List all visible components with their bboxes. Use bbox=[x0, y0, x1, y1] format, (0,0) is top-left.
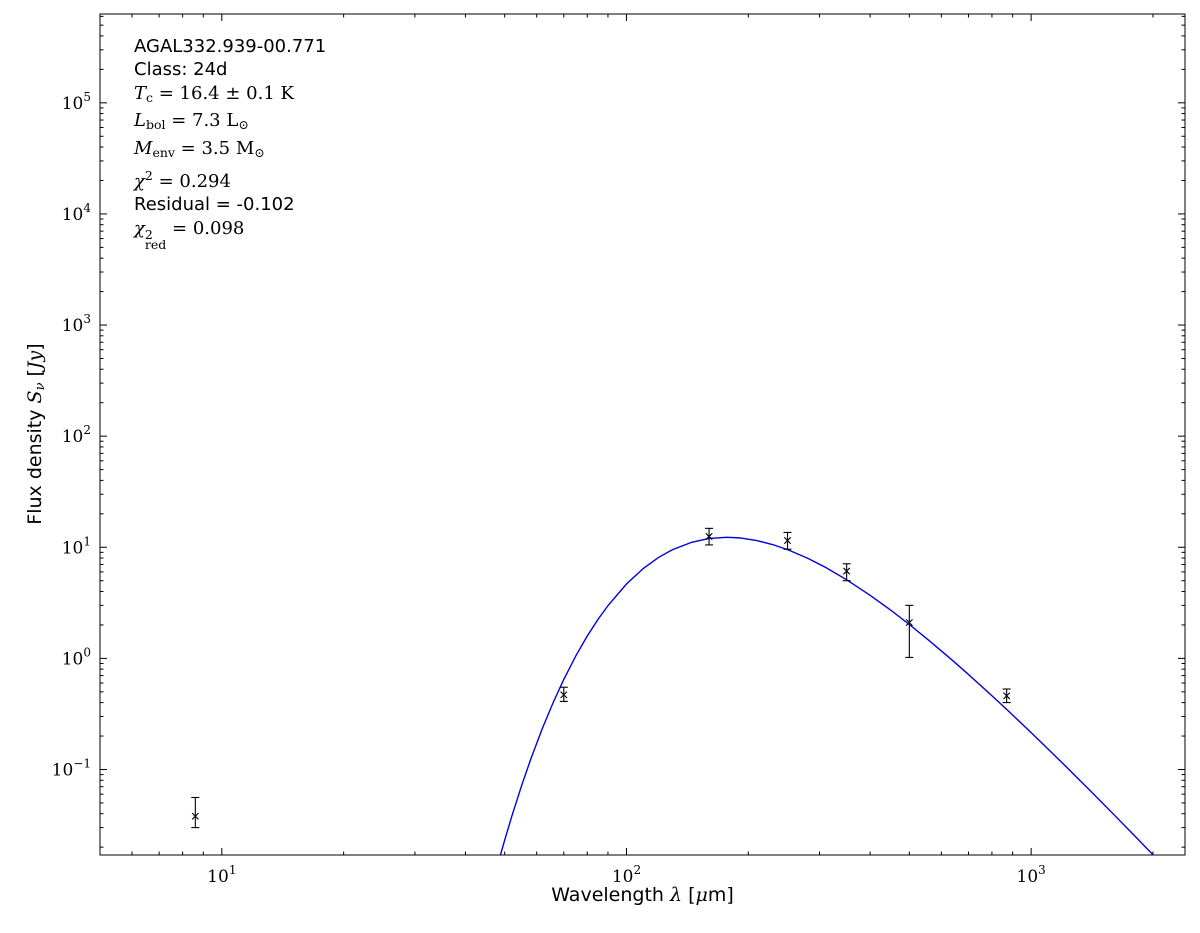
text-segment: Jy bbox=[24, 350, 46, 370]
annotation-line: Class: 24d bbox=[134, 58, 326, 81]
y-tick-label: 105 bbox=[62, 90, 91, 114]
text-segment: [ bbox=[682, 884, 696, 906]
text-segment: μ bbox=[695, 884, 708, 906]
annotation-line: χ2 = 0.294 bbox=[134, 164, 326, 193]
text-segment: [ bbox=[24, 369, 46, 383]
y-tick-label: 104 bbox=[62, 201, 92, 225]
data-marker-x bbox=[705, 532, 713, 541]
y-axis-label: Flux density Sν [Jy] bbox=[24, 343, 48, 524]
x-tick-label: 102 bbox=[612, 863, 641, 887]
text-segment: = 0.098 bbox=[166, 217, 245, 239]
text-segment: Class: 24d bbox=[134, 59, 228, 81]
text-segment: λ bbox=[669, 884, 683, 906]
y-tick-label: 102 bbox=[62, 423, 91, 447]
data-marker-x bbox=[843, 567, 851, 575]
text-segment: 2 bbox=[144, 168, 153, 184]
annotation-line: Lbol = 7.3 L⊙ bbox=[134, 109, 326, 136]
annotation-line: Menv = 3.5 M⊙ bbox=[134, 137, 326, 164]
annotation-line: Residual = -0.102 bbox=[134, 193, 326, 216]
text-segment: Residual = -0.102 bbox=[134, 194, 295, 216]
text-segment: ⊙ bbox=[254, 144, 265, 160]
text-segment: ν bbox=[33, 382, 48, 391]
annotation-line: Tc = 16.4 ± 0.1 K bbox=[134, 82, 326, 109]
text-segment: Wavelength bbox=[551, 884, 670, 906]
text-segment: L bbox=[134, 110, 146, 132]
text-segment: env bbox=[152, 144, 175, 160]
text-segment: ⊙ bbox=[238, 117, 249, 133]
fit-parameters-annotation: AGAL332.939-00.771 Class: 24d Tc = 16.4 ± … bbox=[134, 35, 326, 251]
text-segment: ] bbox=[24, 343, 46, 351]
y-tick-label: 10−1 bbox=[52, 756, 91, 780]
data-marker-x bbox=[783, 536, 792, 545]
text-segment: χ bbox=[134, 171, 145, 193]
data-marker-x bbox=[1003, 692, 1011, 700]
text-segment: = 7.3 L bbox=[165, 110, 239, 132]
text-segment: AGAL332.939-00.771 bbox=[134, 36, 327, 57]
x-tick-label: 103 bbox=[1017, 863, 1046, 887]
text-segment: M bbox=[134, 137, 153, 159]
text-segment: χ bbox=[134, 217, 145, 239]
x-tick-label: 101 bbox=[207, 863, 236, 887]
data-marker-x bbox=[905, 618, 913, 627]
text-segment: Flux density bbox=[24, 403, 46, 525]
text-segment: m] bbox=[707, 884, 734, 906]
y-tick-label: 101 bbox=[62, 534, 91, 558]
text-segment: T bbox=[134, 82, 147, 104]
plot-frame bbox=[99, 13, 1186, 856]
annotation-line: AGAL332.939-00.771 bbox=[134, 35, 326, 58]
x-axis-label: Wavelength λ [μm] bbox=[100, 884, 1185, 906]
y-tick-label: 100 bbox=[62, 645, 91, 669]
text-segment: = 3.5 M bbox=[174, 137, 255, 159]
photometry-errorbars bbox=[191, 527, 1011, 829]
y-tick-label: 103 bbox=[62, 312, 91, 336]
greybody-model-fit bbox=[499, 536, 1155, 855]
sup-sub-stack: 2 red bbox=[144, 226, 167, 253]
annotation-line: χ 2 red = 0.098 bbox=[134, 217, 326, 251]
text-segment: c bbox=[146, 89, 154, 105]
text-segment: = 0.294 bbox=[152, 171, 231, 193]
data-marker-x bbox=[560, 691, 568, 699]
data-marker-x bbox=[191, 812, 199, 820]
text-segment: = 16.4 ± 0.1 K bbox=[153, 82, 294, 104]
text-segment: bol bbox=[145, 117, 166, 133]
text-segment: S bbox=[24, 390, 46, 404]
